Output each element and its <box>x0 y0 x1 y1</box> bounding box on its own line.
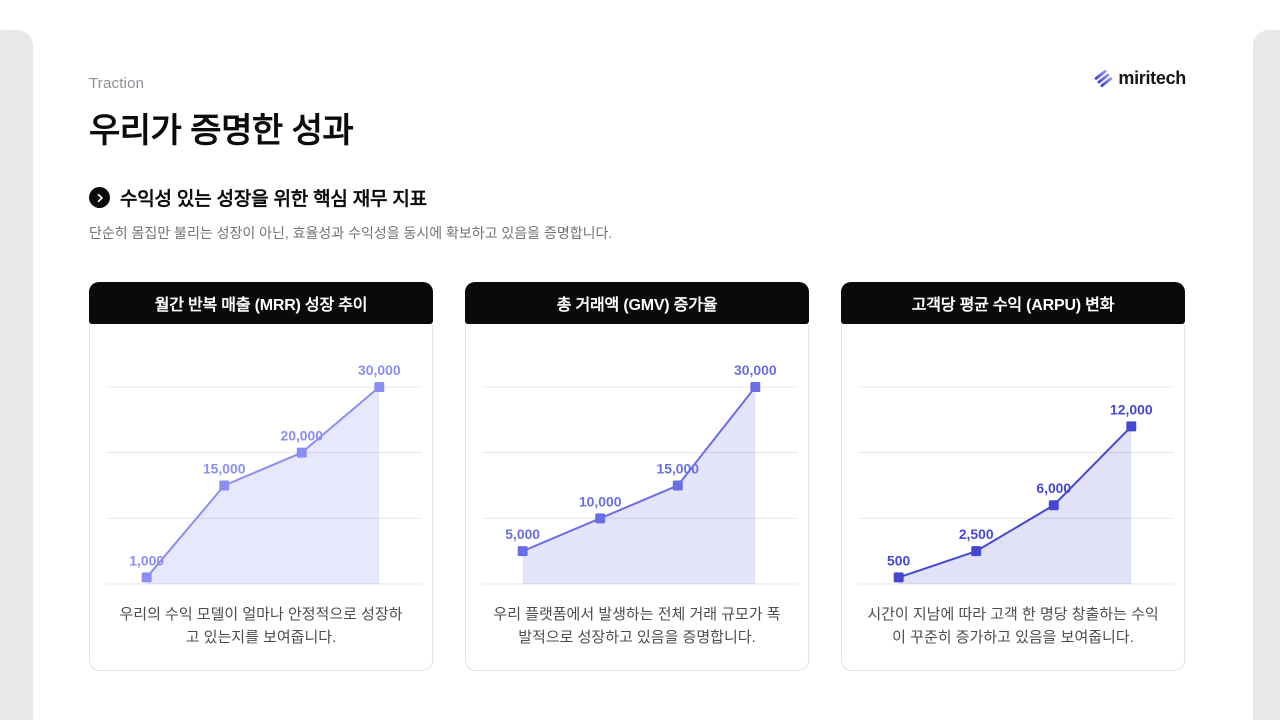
data-point-label: 10,000 <box>579 493 622 509</box>
miritech-logo-icon <box>1095 69 1113 88</box>
data-point-label: 20,000 <box>281 428 324 444</box>
chart-card-gmv: 총 거래액 (GMV) 증가율 5,000 10,000 15,000 30,000 … <box>465 282 809 671</box>
chart-body-mrr: 1,000 15,000 20,000 30,000 우리의 수익 모델이 얼마나 안… <box>89 324 433 671</box>
line-chart-mrr: 1,000 15,000 20,000 30,000 <box>105 362 423 585</box>
data-point-label: 6,000 <box>1036 480 1071 496</box>
chevron-right-icon <box>89 187 110 208</box>
logo: miritech <box>1094 68 1186 89</box>
slide: Traction 우리가 증명한 성과 수익성 있는 성장을 위한 핵심 재무 … <box>89 0 1186 671</box>
chart-title-arpu: 고객당 평균 수익 (ARPU) 변화 <box>841 282 1185 324</box>
page-title: 우리가 증명한 성과 <box>89 112 354 150</box>
data-point-label: 15,000 <box>203 460 246 476</box>
charts-row: 월간 반복 매출 (MRR) 성장 추이 1,000 15,000 20,000 30… <box>89 282 1186 671</box>
data-point-label: 5,000 <box>505 526 540 542</box>
data-point-label: 2,500 <box>959 526 994 542</box>
data-point-label: 30,000 <box>358 362 401 378</box>
data-point-label: 30,000 <box>734 362 777 378</box>
chart-caption-gmv: 우리 플랫폼에서 발생하는 전체 거래 규모가 폭발적으로 성장하고 있음을 증… <box>493 605 781 646</box>
line-chart-arpu: 500 2,500 6,000 12,000 <box>857 386 1175 585</box>
chart-body-gmv: 5,000 10,000 15,000 30,000 우리 플랫폼에서 발생하는 전체… <box>465 324 809 671</box>
subtitle-row: 수익성 있는 성장을 위한 핵심 재무 지표 <box>89 184 1186 211</box>
data-point-label: 1,000 <box>129 552 164 568</box>
chart-title-gmv: 총 거래액 (GMV) 증가율 <box>465 282 809 324</box>
chart-title-mrr: 월간 반복 매출 (MRR) 성장 추이 <box>89 282 433 324</box>
description: 단순히 몸집만 불리는 성장이 아닌, 효율성과 수익성을 동시에 확보하고 있… <box>89 225 613 241</box>
chart-card-arpu: 고객당 평균 수익 (ARPU) 변화 500 2,500 6,000 12,000 … <box>841 282 1185 671</box>
data-point-label: 15,000 <box>657 460 700 476</box>
chart-caption-mrr: 우리의 수익 모델이 얼마나 안정적으로 성장하고 있는지를 보여줍니다. <box>119 605 403 646</box>
chart-body-arpu: 500 2,500 6,000 12,000 시간이 지남에 따라 고객 한 명당 창… <box>841 324 1185 671</box>
data-point-label: 12,000 <box>1110 401 1153 417</box>
line-chart-gmv: 5,000 10,000 15,000 30,000 <box>481 362 799 585</box>
next-slide-edge <box>1253 30 1280 720</box>
chart-card-mrr: 월간 반복 매출 (MRR) 성장 추이 1,000 15,000 20,000 30… <box>89 282 433 671</box>
data-point-label: 500 <box>887 552 910 568</box>
previous-slide-edge <box>0 30 33 720</box>
logo-text: miritech <box>1118 68 1186 88</box>
section-eyebrow: Traction <box>89 75 145 92</box>
subtitle: 수익성 있는 성장을 위한 핵심 재무 지표 <box>120 189 427 210</box>
chart-caption-arpu: 시간이 지남에 따라 고객 한 명당 창출하는 수익이 꾸준히 증가하고 있음을… <box>867 605 1159 646</box>
